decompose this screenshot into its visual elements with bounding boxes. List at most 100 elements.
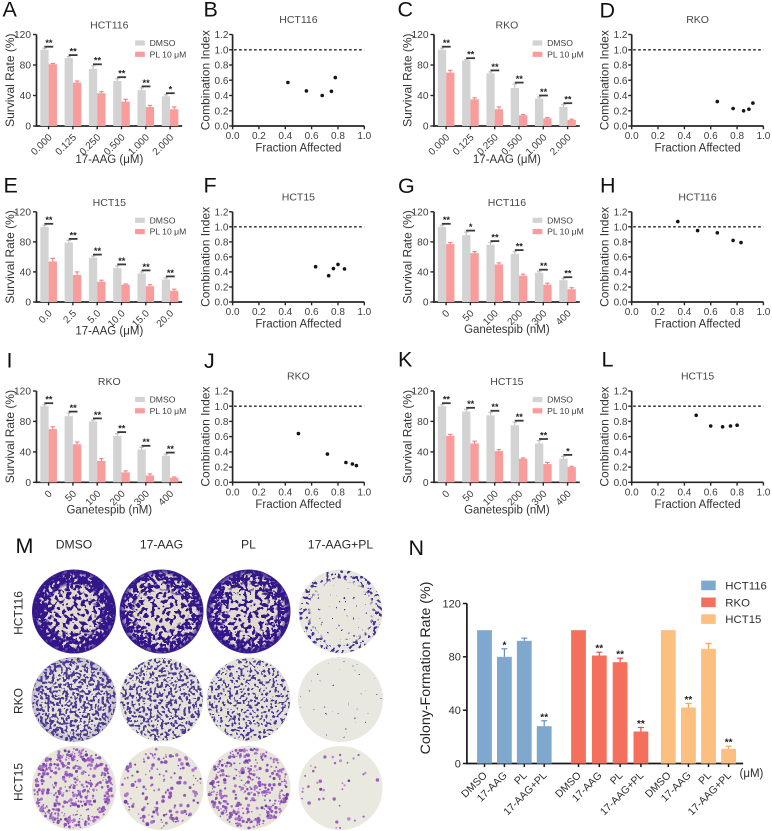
- svg-text:0.2: 0.2: [651, 131, 665, 142]
- svg-text:80: 80: [417, 61, 429, 72]
- svg-text:120: 120: [14, 30, 31, 41]
- svg-text:B: B: [204, 0, 218, 22]
- svg-text:17-AAG+PL: 17-AAG+PL: [308, 538, 374, 552]
- svg-text:0.6: 0.6: [704, 307, 718, 318]
- svg-text:**: **: [516, 74, 524, 84]
- svg-text:0.8: 0.8: [214, 417, 228, 428]
- svg-text:40: 40: [20, 91, 32, 102]
- svg-text:**: **: [94, 246, 102, 256]
- svg-text:**: **: [540, 712, 548, 723]
- svg-text:0.2: 0.2: [214, 283, 228, 294]
- svg-text:**: **: [491, 402, 499, 412]
- svg-text:RKO: RKO: [496, 20, 519, 32]
- svg-text:PL 10 μM: PL 10 μM: [547, 406, 584, 416]
- svg-text:H: H: [600, 174, 616, 198]
- svg-text:Survival Rate (%): Survival Rate (%): [401, 390, 415, 483]
- svg-text:PL 10 μM: PL 10 μM: [150, 227, 187, 237]
- svg-text:Fraction Affected: Fraction Affected: [255, 499, 341, 511]
- svg-text:0.0: 0.0: [214, 298, 228, 309]
- svg-text:0.4: 0.4: [677, 307, 691, 318]
- svg-text:J: J: [204, 349, 215, 373]
- svg-text:0.8: 0.8: [331, 131, 345, 142]
- svg-text:HCT116: HCT116: [488, 197, 526, 209]
- svg-text:**: **: [45, 215, 53, 225]
- svg-text:PL 10 μM: PL 10 μM: [547, 49, 584, 59]
- svg-text:RKO: RKO: [686, 14, 709, 26]
- svg-text:0.0: 0.0: [214, 478, 228, 489]
- svg-text:0.4: 0.4: [614, 91, 628, 102]
- svg-text:120: 120: [443, 598, 461, 610]
- svg-text:1.0: 1.0: [214, 45, 228, 56]
- svg-text:**: **: [467, 50, 475, 60]
- svg-text:120: 120: [412, 387, 429, 398]
- svg-text:Colony-Formation Rate (%): Colony-Formation Rate (%): [418, 582, 434, 755]
- svg-text:*: *: [502, 640, 506, 651]
- svg-text:(μM): (μM): [740, 768, 764, 780]
- svg-text:**: **: [143, 262, 151, 272]
- svg-text:HCT116: HCT116: [725, 580, 767, 592]
- svg-text:HCT15: HCT15: [282, 192, 315, 204]
- svg-text:1.2: 1.2: [614, 30, 628, 41]
- svg-text:0.4: 0.4: [614, 268, 628, 279]
- svg-text:80: 80: [20, 238, 32, 249]
- svg-text:1.0: 1.0: [614, 45, 628, 56]
- svg-text:**: **: [637, 719, 645, 730]
- svg-text:**: **: [685, 695, 693, 706]
- svg-text:PL 10 μM: PL 10 μM: [547, 227, 584, 237]
- svg-text:0: 0: [25, 122, 31, 133]
- svg-text:0.8: 0.8: [614, 238, 628, 249]
- svg-text:1.0: 1.0: [357, 131, 371, 142]
- svg-text:*: *: [169, 85, 173, 95]
- svg-text:**: **: [143, 78, 151, 88]
- svg-text:**: **: [564, 269, 572, 279]
- svg-text:0.8: 0.8: [214, 61, 228, 72]
- svg-text:80: 80: [20, 61, 32, 72]
- svg-text:0.2: 0.2: [252, 487, 266, 498]
- svg-text:**: **: [94, 56, 102, 66]
- svg-text:0.4: 0.4: [214, 448, 228, 459]
- svg-text:0.4: 0.4: [278, 487, 292, 498]
- svg-text:0.6: 0.6: [305, 487, 319, 498]
- svg-text:RKO: RKO: [98, 376, 121, 388]
- svg-text:**: **: [118, 256, 126, 266]
- svg-text:0.4: 0.4: [214, 91, 228, 102]
- svg-text:0.4: 0.4: [677, 131, 691, 142]
- svg-text:DMSO: DMSO: [547, 215, 573, 225]
- svg-text:L: L: [602, 348, 614, 372]
- svg-text:0.2: 0.2: [214, 463, 228, 474]
- svg-text:Survival Rate (%): Survival Rate (%): [3, 390, 17, 483]
- svg-text:0: 0: [423, 298, 429, 309]
- svg-text:**: **: [491, 62, 499, 72]
- svg-text:HCT15: HCT15: [490, 376, 523, 388]
- svg-text:120: 120: [14, 387, 31, 398]
- svg-text:40: 40: [20, 448, 32, 459]
- svg-text:0.8: 0.8: [730, 487, 744, 498]
- svg-text:Combination Index: Combination Index: [199, 207, 213, 307]
- svg-text:HCT116: HCT116: [12, 591, 26, 635]
- svg-text:*: *: [566, 446, 570, 456]
- svg-text:1.2: 1.2: [614, 207, 628, 218]
- svg-text:1.0: 1.0: [614, 222, 628, 233]
- svg-text:1.0: 1.0: [614, 402, 628, 413]
- svg-text:120: 120: [14, 207, 31, 218]
- svg-text:0.2: 0.2: [252, 131, 266, 142]
- svg-text:I: I: [7, 349, 13, 373]
- svg-text:0.6: 0.6: [214, 253, 228, 264]
- svg-text:0.0: 0.0: [226, 487, 240, 498]
- svg-text:1.0: 1.0: [756, 487, 770, 498]
- svg-text:17-AAG: 17-AAG: [140, 538, 183, 552]
- svg-text:**: **: [725, 738, 733, 749]
- svg-text:DMSO: DMSO: [150, 215, 176, 225]
- svg-text:**: **: [70, 230, 78, 240]
- svg-text:0.4: 0.4: [677, 487, 691, 498]
- svg-text:Survival Rate (%): Survival Rate (%): [401, 34, 415, 127]
- svg-text:**: **: [143, 437, 151, 447]
- svg-text:40: 40: [417, 448, 429, 459]
- svg-text:0.0: 0.0: [614, 298, 628, 309]
- svg-text:Combination Index: Combination Index: [598, 387, 612, 487]
- svg-text:1.2: 1.2: [214, 207, 228, 218]
- svg-text:RKO: RKO: [12, 688, 26, 714]
- svg-text:Combination Index: Combination Index: [199, 387, 213, 487]
- svg-text:120: 120: [412, 207, 429, 218]
- svg-text:0.2: 0.2: [651, 487, 665, 498]
